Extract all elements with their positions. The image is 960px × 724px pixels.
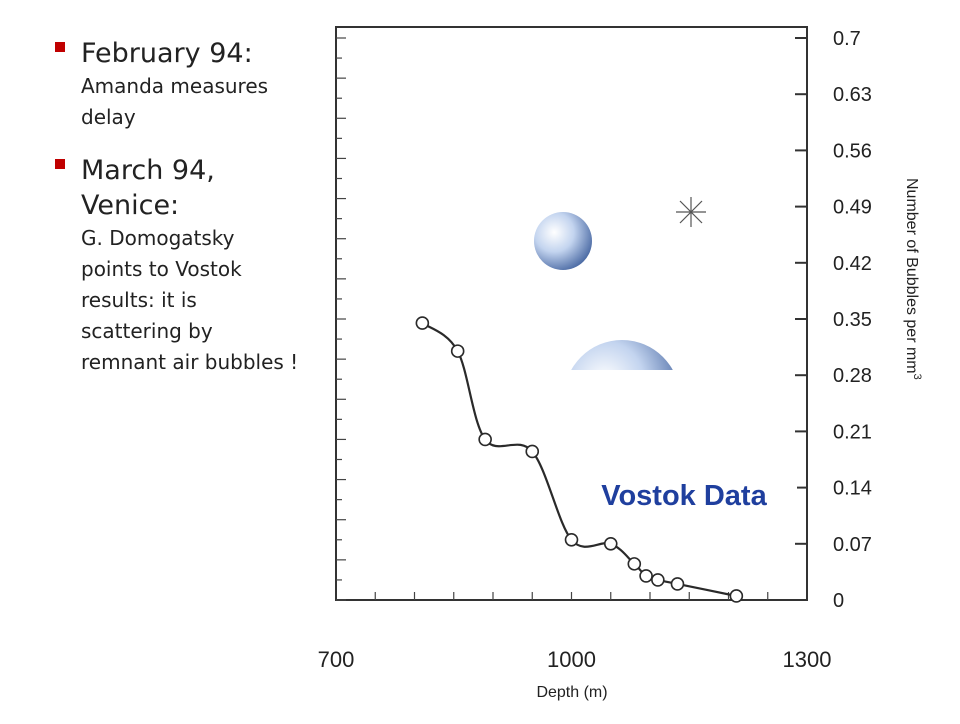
y-axis-title: Number of Bubbles per mm3 — [903, 178, 923, 380]
bullet-heading: March 94, Venice: — [81, 155, 215, 221]
y-tick-label: 0.07 — [833, 534, 872, 556]
data-point — [478, 432, 492, 447]
y-tick-label: 0.21 — [833, 421, 872, 443]
vostok-figure: 0.7 0.63 0.56 0.49 0.42 0.35 0.28 0.21 0.14 0.07 0… — [300, 0, 960, 720]
bullet-body: G. Domogatsky points to Vostok results: … — [81, 226, 299, 374]
data-point — [651, 573, 665, 587]
data-point — [670, 577, 685, 591]
y-tick-labels: 0.7 0.63 0.56 0.49 0.42 0.35 0.28 0.21 0.14 0.07 0 — [833, 28, 872, 612]
bullet-item-march: March 94, Venice: G. Domogatsky points t… — [55, 153, 300, 378]
y-tick-label: 0.42 — [833, 253, 872, 275]
data-point — [627, 557, 642, 571]
sparkle-icon — [676, 197, 706, 227]
x-tick-label: 1300 — [783, 647, 832, 672]
vostok-data-label: Vostok Data — [601, 480, 767, 512]
bullet-item-february: February 94: Amanda measures delay — [55, 36, 300, 133]
bullet-body: Amanda measures delay — [81, 74, 269, 129]
x-tick-label: 700 — [318, 647, 355, 672]
x-axis-title: Depth (m) — [536, 684, 607, 701]
y-tick-marks — [336, 37, 807, 601]
y-axis-title-text: Number of Bubbles per mm3 — [903, 178, 923, 380]
bullet-heading: February 94: — [81, 38, 253, 69]
y-tick-label: 0.28 — [833, 365, 872, 387]
data-point — [415, 316, 430, 330]
small-bubble-icon — [534, 212, 592, 270]
data-point — [603, 536, 618, 551]
y-tick-label: 0.35 — [833, 309, 872, 331]
data-point — [729, 589, 744, 603]
bullet-list: February 94: Amanda measures delay March… — [55, 36, 300, 398]
data-point — [450, 344, 465, 358]
bullet-marker — [55, 159, 65, 169]
data-point — [564, 532, 579, 547]
data-point — [525, 444, 540, 459]
y-tick-label: 0.56 — [833, 140, 872, 162]
bullet-marker — [55, 42, 65, 52]
bubble-chart: 0.70.630.560.490.420.350.280.210.140.070… — [318, 26, 923, 701]
x-tick-marks — [374, 592, 769, 600]
data-points — [415, 316, 744, 603]
x-tick-label: 1000 — [547, 647, 596, 672]
y-tick-label: 0.49 — [833, 197, 872, 219]
y-tick-label: 0.7 — [833, 28, 861, 50]
y-tick-label: 0 — [833, 590, 844, 612]
overlay-label-background — [572, 470, 797, 522]
large-bubble-icon — [571, 340, 673, 370]
data-point — [639, 569, 653, 583]
y-tick-label: 0.63 — [833, 84, 872, 106]
x-tick-labels: 700 1000 1300 — [318, 647, 832, 672]
y-tick-label: 0.14 — [833, 478, 872, 500]
